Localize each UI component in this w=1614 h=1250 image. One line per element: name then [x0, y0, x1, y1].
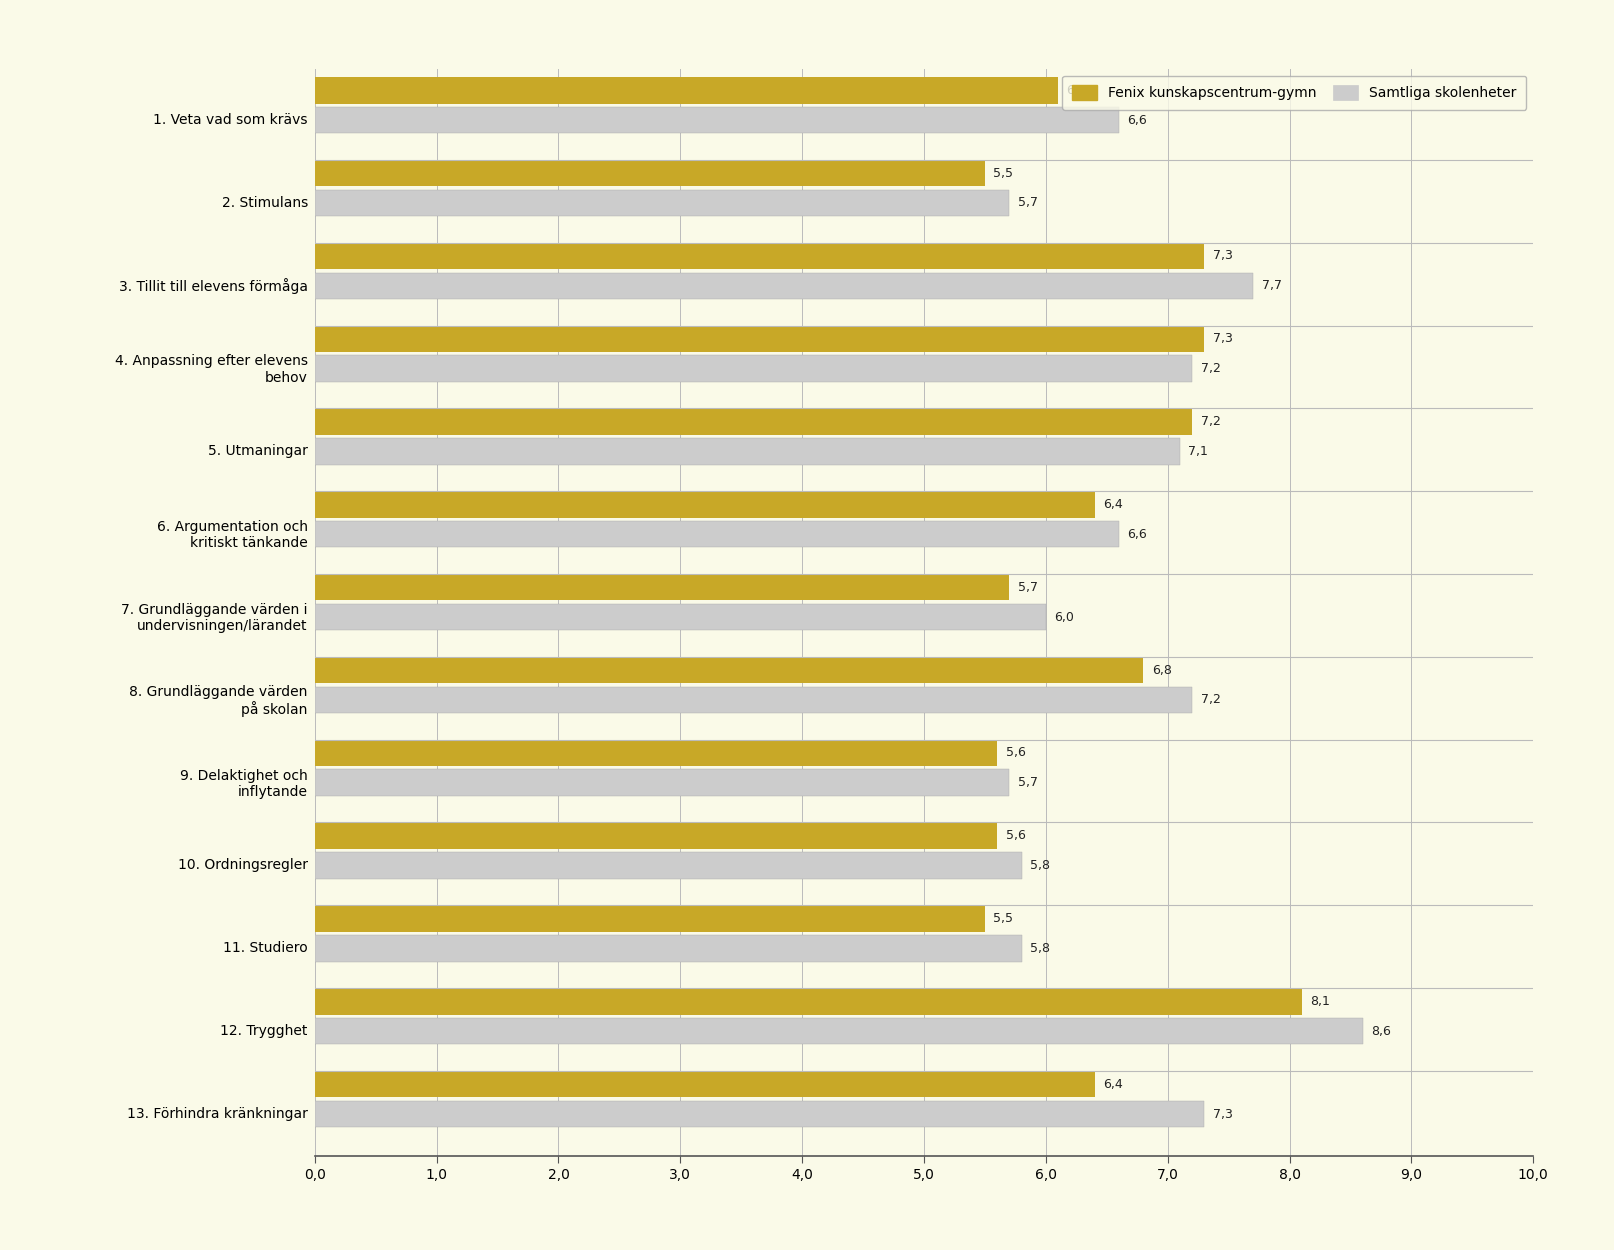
Text: 7,3: 7,3 — [1212, 250, 1233, 262]
Bar — [315, 574, 1009, 600]
Bar — [315, 1101, 1204, 1128]
Bar — [315, 272, 1252, 299]
Text: 5,5: 5,5 — [994, 166, 1014, 180]
Bar — [315, 988, 1302, 1015]
Bar — [315, 521, 1119, 548]
Text: 7,7: 7,7 — [1262, 279, 1282, 292]
Text: 7,3: 7,3 — [1212, 1108, 1233, 1120]
Bar — [315, 355, 1193, 381]
Text: 6,8: 6,8 — [1152, 664, 1172, 676]
Legend: Fenix kunskapscentrum-gymn, Samtliga skolenheter: Fenix kunskapscentrum-gymn, Samtliga sko… — [1062, 76, 1527, 110]
Text: 8,1: 8,1 — [1311, 995, 1330, 1008]
Bar — [315, 686, 1193, 714]
Bar — [315, 491, 1094, 518]
Bar — [315, 822, 997, 849]
Bar — [315, 853, 1022, 879]
Bar — [315, 1071, 1094, 1098]
Bar — [315, 325, 1204, 352]
Text: 7,3: 7,3 — [1212, 332, 1233, 345]
Text: 6,1: 6,1 — [1067, 84, 1086, 96]
Text: 5,7: 5,7 — [1018, 776, 1038, 789]
Text: 6,6: 6,6 — [1128, 114, 1148, 126]
Bar — [315, 740, 997, 766]
Text: 5,8: 5,8 — [1030, 859, 1051, 872]
Text: 6,6: 6,6 — [1128, 528, 1148, 541]
Bar — [315, 78, 1059, 104]
Bar — [315, 905, 985, 931]
Text: 7,2: 7,2 — [1201, 362, 1220, 375]
Bar — [315, 242, 1204, 269]
Bar — [315, 439, 1180, 465]
Text: 5,6: 5,6 — [1006, 829, 1025, 842]
Text: 5,5: 5,5 — [994, 912, 1014, 925]
Bar — [315, 656, 1143, 684]
Text: 7,2: 7,2 — [1201, 415, 1220, 428]
Bar — [315, 770, 1009, 796]
Text: 5,7: 5,7 — [1018, 196, 1038, 210]
Text: 7,1: 7,1 — [1188, 445, 1209, 458]
Text: 5,8: 5,8 — [1030, 941, 1051, 955]
Bar — [315, 190, 1009, 216]
Text: 6,0: 6,0 — [1054, 610, 1075, 624]
Text: 6,4: 6,4 — [1102, 1078, 1123, 1091]
Bar — [315, 1017, 1362, 1045]
Text: 7,2: 7,2 — [1201, 694, 1220, 706]
Text: 6,4: 6,4 — [1102, 498, 1123, 511]
Bar — [315, 604, 1046, 630]
Bar — [315, 935, 1022, 961]
Bar — [315, 409, 1193, 435]
Text: 8,6: 8,6 — [1372, 1025, 1391, 1038]
Bar — [315, 160, 985, 186]
Bar — [315, 106, 1119, 134]
Text: 5,6: 5,6 — [1006, 746, 1025, 760]
Text: 5,7: 5,7 — [1018, 581, 1038, 594]
